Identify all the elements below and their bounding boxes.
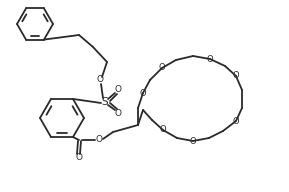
Text: O: O <box>160 126 166 135</box>
Text: O: O <box>114 85 121 94</box>
Text: O: O <box>75 153 82 162</box>
Text: O: O <box>114 108 121 118</box>
Text: O: O <box>207 55 213 64</box>
Text: O: O <box>140 89 146 98</box>
Text: O: O <box>233 71 239 80</box>
Text: S: S <box>102 97 108 107</box>
Text: O: O <box>95 136 103 145</box>
Text: O: O <box>97 75 103 84</box>
Text: O: O <box>233 117 239 126</box>
Text: O: O <box>190 137 196 146</box>
Text: O: O <box>159 64 165 73</box>
